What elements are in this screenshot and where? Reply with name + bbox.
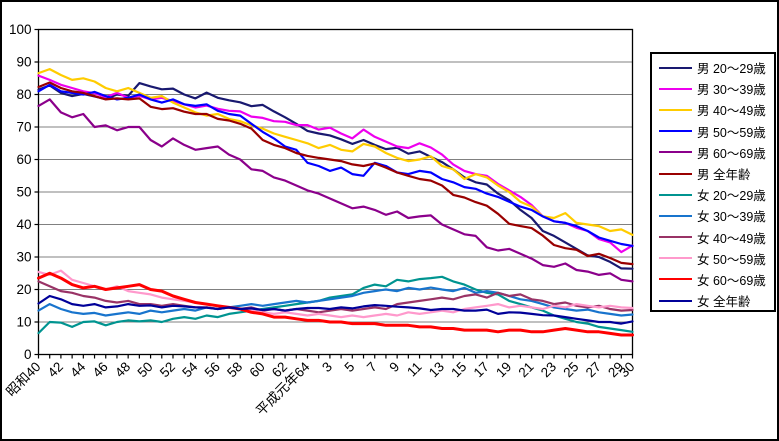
y-axis-label: 90 xyxy=(16,55,31,70)
x-axis-label: 60 xyxy=(247,359,268,380)
series-line-2 xyxy=(37,67,634,236)
legend-item: 女 30～39歳 xyxy=(652,205,774,226)
series-line-11 xyxy=(37,294,634,325)
x-axis-label: 21 xyxy=(516,359,537,380)
x-axis-label: 15 xyxy=(448,359,469,380)
y-axis-label: 100 xyxy=(9,22,32,37)
x-axis-label: 25 xyxy=(560,359,581,380)
legend-item: 男 30～39歳 xyxy=(652,78,774,99)
legend-line-swatch xyxy=(659,87,692,90)
legend-line-swatch xyxy=(659,299,692,302)
series-line-5 xyxy=(37,81,634,266)
legend-label: 女 50～59歳 xyxy=(697,252,766,267)
legend-item: 男 40～49歳 xyxy=(652,99,774,120)
legend-item: 女 50～59歳 xyxy=(652,248,774,269)
series-line-10 xyxy=(37,271,634,337)
legend-line-swatch xyxy=(659,151,692,154)
x-axis-label: 30 xyxy=(616,359,637,380)
x-axis-label: 9 xyxy=(386,359,402,375)
y-axis-label: 0 xyxy=(24,347,32,362)
legend-label: 男 30～39歳 xyxy=(697,83,766,98)
series-line-3 xyxy=(37,83,634,247)
legend-label: 女 20～29歳 xyxy=(697,189,766,204)
x-axis-label: 58 xyxy=(224,359,245,380)
legend-item: 女 20～29歳 xyxy=(652,184,774,205)
series-line-0 xyxy=(37,81,634,270)
x-axis-label: 52 xyxy=(157,359,178,380)
legend-label: 男 40～49歳 xyxy=(697,104,766,119)
legend-label: 男 20～29歳 xyxy=(697,62,766,77)
legend: 男 20～29歳男 30～39歳男 40～49歳男 50～59歳男 60～69歳… xyxy=(650,52,776,312)
x-axis-label: 11 xyxy=(404,359,425,380)
legend-item: 男 60～69歳 xyxy=(652,142,774,163)
x-axis-label: 3 xyxy=(319,359,335,375)
legend-label: 女 全年齢 xyxy=(697,295,751,310)
series-line-9 xyxy=(37,269,634,319)
x-axis-label: 19 xyxy=(493,359,514,380)
legend-line-swatch xyxy=(659,193,692,196)
x-axis-label: 44 xyxy=(67,359,89,381)
series-line-4 xyxy=(37,98,634,283)
y-axis-label: 50 xyxy=(16,185,31,200)
x-axis-label: 54 xyxy=(179,359,201,381)
x-axis-label: 昭和40 xyxy=(3,359,43,399)
legend-line-swatch xyxy=(659,278,692,281)
legend-item: 女 40～49歳 xyxy=(652,227,774,248)
legend-line-swatch xyxy=(659,130,692,133)
x-axis-label: 17 xyxy=(471,359,492,380)
legend-item: 女 60～69歳 xyxy=(652,269,774,290)
legend-line-swatch xyxy=(659,214,692,217)
legend-line-swatch xyxy=(659,236,692,239)
x-axis-label: 48 xyxy=(112,359,133,380)
x-axis-label: 42 xyxy=(45,359,66,380)
legend-line-swatch xyxy=(659,257,692,260)
legend-label: 男 60～69歳 xyxy=(697,146,766,161)
x-axis-label: 7 xyxy=(364,359,380,375)
legend-label: 女 40～49歳 xyxy=(697,231,766,246)
x-axis-label: 50 xyxy=(134,359,155,380)
x-axis-label: 23 xyxy=(538,359,559,380)
series-line-1 xyxy=(37,74,634,254)
legend-item: 女 全年齢 xyxy=(652,290,774,311)
legend-item: 男 全年齢 xyxy=(652,163,774,184)
series-line-7 xyxy=(37,286,634,317)
y-axis-label: 70 xyxy=(16,120,31,135)
x-axis-label: 27 xyxy=(583,359,604,380)
y-axis-label: 20 xyxy=(16,282,31,297)
x-axis-label: 13 xyxy=(426,359,447,380)
legend-line-swatch xyxy=(659,66,692,69)
legend-line-swatch xyxy=(659,108,692,111)
legend-label: 男 全年齢 xyxy=(697,168,751,183)
legend-item: 男 20～29歳 xyxy=(652,57,774,78)
y-axis-label: 80 xyxy=(16,87,31,102)
y-axis-label: 40 xyxy=(16,217,31,232)
x-axis-label: 56 xyxy=(202,359,223,380)
y-axis-label: 10 xyxy=(16,315,31,330)
legend-label: 女 60～69歳 xyxy=(697,273,766,288)
legend-item: 男 50～59歳 xyxy=(652,121,774,142)
legend-line-swatch xyxy=(659,172,692,175)
y-axis-label: 60 xyxy=(16,152,31,167)
x-axis-label: 5 xyxy=(342,359,358,375)
series-line-8 xyxy=(37,280,634,314)
x-axis-label: 46 xyxy=(90,359,111,380)
y-axis-label: 30 xyxy=(16,250,31,265)
legend-label: 男 50～59歳 xyxy=(697,125,766,140)
legend-label: 女 30～39歳 xyxy=(697,210,766,225)
